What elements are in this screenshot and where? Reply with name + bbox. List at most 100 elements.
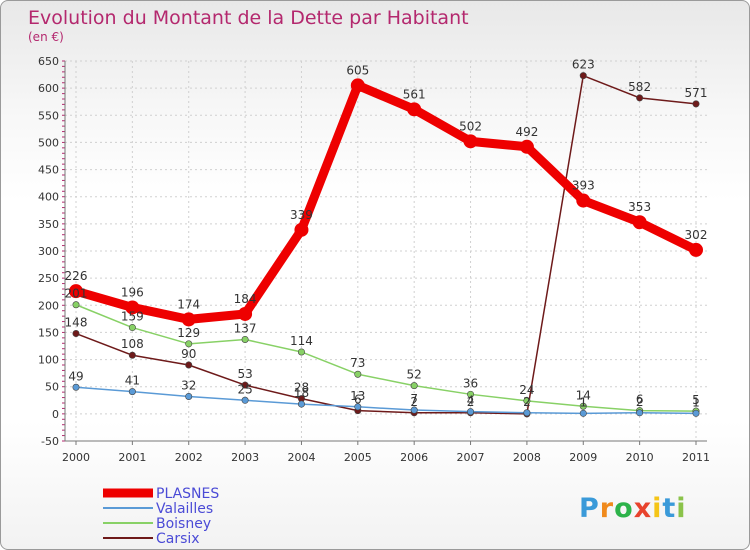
data-label-plasnes: 226 bbox=[65, 269, 88, 283]
data-point-valailles bbox=[467, 408, 475, 416]
data-point-plasnes bbox=[238, 306, 253, 321]
logo-letter: i bbox=[676, 493, 686, 524]
proxiti-logo: Proxiti bbox=[579, 493, 687, 524]
data-label-boisney: 114 bbox=[290, 334, 313, 348]
data-point-plasnes bbox=[689, 242, 703, 257]
data-label-carsix: 108 bbox=[121, 337, 144, 351]
series-line-valailles bbox=[75, 386, 697, 415]
data-label-carsix: 582 bbox=[628, 80, 651, 94]
series-line-boisney bbox=[75, 303, 697, 412]
data-point-valailles bbox=[241, 396, 249, 404]
data-point-valailles bbox=[297, 400, 305, 408]
x-tick-label: 2005 bbox=[344, 451, 372, 464]
data-point-boisney bbox=[241, 335, 249, 343]
data-label-boisney: 52 bbox=[407, 368, 422, 382]
data-label-boisney: 6 bbox=[636, 393, 644, 407]
series-line-plasnes bbox=[71, 80, 701, 324]
x-tick-label: 2003 bbox=[231, 451, 259, 464]
y-tick-label: 0 bbox=[52, 408, 59, 421]
data-point-plasnes bbox=[125, 300, 140, 315]
y-tick-label: 250 bbox=[38, 272, 59, 285]
y-tick-label: 300 bbox=[38, 245, 59, 258]
data-label-boisney: 5 bbox=[692, 393, 700, 407]
data-label-plasnes: 184 bbox=[234, 292, 257, 306]
data-label-carsix: 571 bbox=[685, 86, 708, 100]
data-point-plasnes bbox=[350, 78, 365, 93]
data-label-carsix: 2 bbox=[467, 395, 475, 409]
data-label-plasnes: 353 bbox=[628, 200, 651, 214]
data-point-plasnes bbox=[181, 312, 196, 327]
data-point-plasnes bbox=[519, 139, 534, 154]
data-label-boisney: 24 bbox=[519, 383, 534, 397]
y-tick-label: 400 bbox=[38, 191, 59, 204]
data-label-valailles: 49 bbox=[68, 369, 83, 383]
x-tick-label: 2000 bbox=[62, 451, 90, 464]
data-label-boisney: 14 bbox=[576, 388, 591, 402]
logo-letter: x bbox=[634, 493, 652, 524]
data-label-plasnes: 174 bbox=[177, 297, 200, 311]
data-label-valailles: 41 bbox=[125, 374, 140, 388]
x-tick-label: 2002 bbox=[175, 451, 203, 464]
x-tick-label: 2006 bbox=[400, 451, 428, 464]
data-label-boisney: 159 bbox=[121, 310, 144, 324]
y-tick-label: 50 bbox=[45, 381, 59, 394]
data-label-plasnes: 561 bbox=[403, 87, 426, 101]
data-label-boisney: 73 bbox=[350, 356, 365, 370]
data-point-valailles bbox=[636, 409, 644, 417]
legend-label-plasnes: PLASNES bbox=[156, 486, 219, 502]
data-label-carsix: 623 bbox=[572, 58, 595, 72]
data-point-valailles bbox=[523, 409, 531, 417]
data-point-carsix bbox=[128, 351, 136, 359]
data-point-valailles bbox=[579, 409, 587, 417]
data-label-valailles: 7 bbox=[410, 392, 418, 406]
y-tick-label: 550 bbox=[38, 109, 59, 122]
x-tick-label: 2011 bbox=[682, 451, 710, 464]
data-point-plasnes bbox=[69, 284, 83, 299]
data-label-valailles: 4 bbox=[467, 394, 475, 408]
data-label-boisney: 137 bbox=[234, 321, 257, 335]
data-point-boisney bbox=[410, 382, 418, 390]
data-point-boisney bbox=[297, 348, 305, 356]
data-label-valailles: 25 bbox=[237, 382, 252, 396]
data-label-boisney: 36 bbox=[463, 376, 478, 390]
data-label-plasnes: 393 bbox=[572, 179, 595, 193]
data-label-valailles: 1 bbox=[692, 395, 700, 409]
y-tick-label: 450 bbox=[38, 164, 59, 177]
data-point-boisney bbox=[185, 340, 193, 348]
data-point-carsix bbox=[241, 381, 249, 389]
y-tick-label: 350 bbox=[38, 218, 59, 231]
data-label-carsix: 90 bbox=[181, 347, 196, 361]
data-label-boisney: 201 bbox=[65, 287, 88, 301]
x-tick-label: 2001 bbox=[118, 451, 146, 464]
logo-letter: i bbox=[652, 493, 662, 524]
data-point-boisney bbox=[467, 390, 475, 398]
y-tick-label: -50 bbox=[41, 435, 59, 448]
data-point-plasnes bbox=[463, 134, 478, 149]
data-label-valailles: 18 bbox=[294, 386, 309, 400]
data-point-valailles bbox=[185, 392, 193, 400]
data-label-valailles: 32 bbox=[181, 378, 196, 392]
data-label-plasnes: 605 bbox=[346, 63, 369, 77]
x-tick-label: 2004 bbox=[287, 451, 315, 464]
x-tick-label: 2010 bbox=[626, 451, 654, 464]
data-point-carsix bbox=[636, 94, 644, 102]
y-tick-label: 200 bbox=[38, 299, 59, 312]
data-label-boisney: 129 bbox=[177, 326, 200, 340]
legend-label-valailles: Valailles bbox=[156, 501, 213, 517]
y-tick-label: 650 bbox=[38, 55, 59, 68]
data-label-plasnes: 492 bbox=[515, 125, 538, 139]
data-label-carsix: 28 bbox=[294, 381, 309, 395]
series-line-carsix bbox=[75, 74, 697, 415]
data-point-boisney bbox=[579, 402, 587, 410]
data-point-plasnes bbox=[294, 222, 309, 237]
data-point-valailles bbox=[354, 403, 362, 411]
data-point-plasnes bbox=[632, 215, 647, 230]
y-tick-label: 500 bbox=[38, 136, 59, 149]
x-tick-label: 2008 bbox=[513, 451, 541, 464]
data-point-carsix bbox=[185, 361, 193, 369]
legend-label-carsix: Carsix bbox=[156, 531, 200, 547]
data-label-plasnes: 339 bbox=[290, 208, 313, 222]
data-point-carsix bbox=[72, 330, 80, 338]
